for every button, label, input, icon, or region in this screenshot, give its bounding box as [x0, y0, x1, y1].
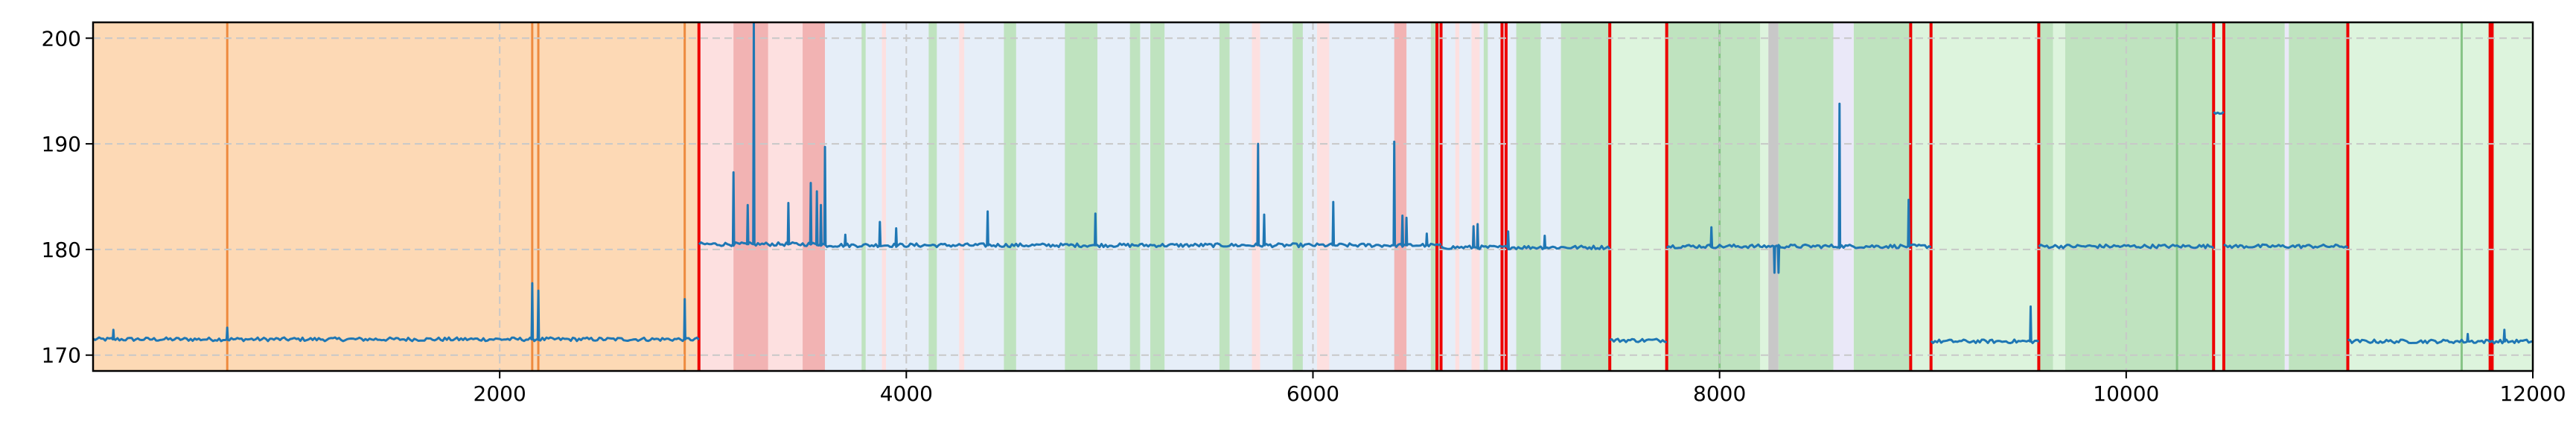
span-region-0: [93, 22, 699, 371]
x-tick-label-5: 12000: [2499, 381, 2566, 406]
span-region-25: [1667, 22, 1761, 371]
span-region-26: [1760, 22, 1768, 371]
span-region-21: [1484, 22, 1488, 371]
span-region-39: [2289, 22, 2347, 371]
series-line-segment-8: [2213, 112, 2224, 114]
span-region-28: [1779, 22, 1834, 371]
span-region-15: [1292, 22, 1303, 371]
span-region-16: [1317, 22, 1329, 371]
span-region-23: [1561, 22, 1610, 371]
span-region-32: [1931, 22, 2039, 371]
y-tick-label-0: 170: [42, 343, 81, 368]
span-region-19: [1456, 22, 1459, 371]
span-region-9: [1004, 22, 1016, 371]
y-tick-label-3: 200: [42, 26, 81, 51]
span-region-27: [1768, 22, 1779, 371]
span-region-37: [2224, 22, 2285, 371]
span-region-2: [733, 22, 768, 371]
x-tick-label-2: 6000: [1287, 381, 1339, 406]
span-region-40: [2347, 22, 2533, 371]
span-region-29: [1834, 22, 1854, 371]
span-region-35: [2065, 22, 2213, 371]
y-tick-label-2: 190: [42, 132, 81, 156]
span-region-36: [2213, 22, 2224, 371]
x-tick-label-0: 2000: [474, 381, 526, 406]
x-tick-label-4: 10000: [2093, 381, 2159, 406]
span-region-11: [1130, 22, 1141, 371]
span-region-13: [1220, 22, 1230, 371]
span-region-8: [959, 22, 964, 371]
span-region-31: [1910, 22, 1931, 371]
span-region-24: [1610, 22, 1666, 371]
span-region-4: [825, 22, 1610, 371]
span-region-12: [1150, 22, 1164, 371]
span-region-3: [803, 22, 825, 371]
span-region-30: [1854, 22, 1910, 371]
x-tick-label-3: 8000: [1693, 381, 1746, 406]
span-region-34: [2053, 22, 2065, 371]
span-region-33: [2038, 22, 2053, 371]
span-region-10: [1065, 22, 1097, 371]
span-region-38: [2285, 22, 2289, 371]
span-region-22: [1517, 22, 1541, 371]
span-region-17: [1394, 22, 1406, 371]
y-tick-label-1: 180: [42, 238, 81, 262]
span-region-7: [928, 22, 937, 371]
span-region-20: [1472, 22, 1480, 371]
span-region-6: [882, 22, 886, 371]
x-tick-label-1: 4000: [880, 381, 933, 406]
span-region-5: [861, 22, 865, 371]
